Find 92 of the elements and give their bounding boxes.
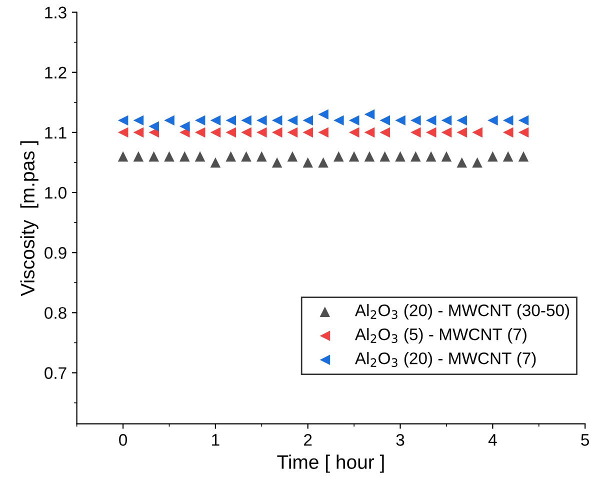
point bbox=[179, 121, 190, 132]
point bbox=[441, 151, 452, 162]
point bbox=[426, 127, 436, 138]
point bbox=[210, 127, 221, 138]
point bbox=[502, 127, 514, 138]
point bbox=[456, 127, 468, 138]
point bbox=[194, 127, 206, 138]
point bbox=[256, 115, 267, 126]
point bbox=[194, 115, 206, 126]
point bbox=[302, 157, 314, 168]
x-tick-label: 1 bbox=[212, 434, 220, 446]
point bbox=[194, 151, 206, 162]
point bbox=[287, 151, 298, 162]
point bbox=[380, 151, 390, 162]
point bbox=[518, 127, 529, 138]
point bbox=[226, 115, 236, 126]
x-tick-label: 4 bbox=[488, 434, 497, 446]
point bbox=[380, 127, 390, 138]
point bbox=[410, 115, 421, 126]
point bbox=[395, 115, 406, 126]
point bbox=[334, 151, 344, 162]
point bbox=[210, 157, 221, 168]
point bbox=[456, 157, 468, 168]
y-tick-label: 1.1 bbox=[45, 127, 66, 138]
point bbox=[318, 109, 328, 120]
point bbox=[441, 115, 452, 126]
point bbox=[118, 115, 128, 126]
y-tick-label: 1.2 bbox=[45, 66, 66, 78]
y-tick-label: 0.8 bbox=[44, 307, 66, 319]
point bbox=[410, 151, 421, 162]
point bbox=[118, 127, 128, 138]
legend-label: Al$_{2}$O$_{3}$ (20) - MWCNT (30-50) bbox=[354, 304, 570, 320]
point bbox=[318, 157, 328, 168]
y-tick-label: 0.7 bbox=[44, 367, 66, 379]
point bbox=[410, 127, 421, 138]
y-tick-label: 1.0 bbox=[45, 186, 66, 199]
point bbox=[472, 157, 482, 168]
point bbox=[302, 115, 314, 126]
point bbox=[456, 115, 468, 126]
point bbox=[348, 127, 360, 138]
y-axis-title: Viscosity [m.pas ] bbox=[20, 141, 38, 296]
y-tick-label: 1.3 bbox=[45, 6, 66, 18]
point bbox=[256, 151, 267, 162]
x-tick-label: 5 bbox=[581, 434, 590, 446]
x-tick-label: 3 bbox=[396, 434, 404, 446]
x-axis-title: Time [ hour ] bbox=[277, 454, 384, 473]
point bbox=[502, 151, 514, 162]
point bbox=[272, 115, 282, 126]
point bbox=[395, 151, 406, 162]
point bbox=[272, 127, 282, 138]
point bbox=[241, 151, 252, 162]
point bbox=[148, 121, 159, 132]
point bbox=[241, 127, 252, 138]
point bbox=[318, 127, 328, 138]
y-tick-label: 0.9 bbox=[44, 247, 66, 259]
point bbox=[518, 115, 529, 126]
point bbox=[334, 115, 344, 126]
point bbox=[210, 115, 221, 126]
point bbox=[441, 127, 452, 138]
point bbox=[502, 115, 514, 126]
point bbox=[426, 115, 436, 126]
point bbox=[133, 115, 144, 126]
point bbox=[133, 151, 144, 162]
point bbox=[287, 127, 298, 138]
point bbox=[380, 115, 390, 126]
point bbox=[164, 151, 174, 162]
point bbox=[118, 151, 128, 162]
point bbox=[348, 115, 360, 126]
point bbox=[179, 151, 190, 162]
point bbox=[364, 127, 375, 138]
point bbox=[518, 151, 529, 162]
point bbox=[348, 151, 360, 162]
point bbox=[287, 115, 298, 126]
point bbox=[133, 127, 144, 138]
point bbox=[226, 151, 236, 162]
x-tick-label: 0 bbox=[119, 434, 128, 446]
point bbox=[488, 151, 498, 162]
point bbox=[241, 115, 252, 126]
point bbox=[426, 151, 436, 162]
point bbox=[472, 127, 482, 138]
point bbox=[256, 127, 267, 138]
point bbox=[488, 115, 498, 126]
legend-label: Al$_{2}$O$_{3}$ (5) - MWCNT (7) bbox=[354, 328, 526, 344]
point bbox=[148, 151, 159, 162]
point bbox=[302, 127, 314, 138]
legend-label: Al$_{2}$O$_{3}$ (20) - MWCNT (7) bbox=[354, 352, 536, 368]
x-tick-label: 2 bbox=[304, 434, 312, 446]
point bbox=[364, 109, 375, 120]
point bbox=[364, 151, 375, 162]
point bbox=[226, 127, 236, 138]
point bbox=[164, 115, 174, 126]
point bbox=[272, 157, 282, 168]
